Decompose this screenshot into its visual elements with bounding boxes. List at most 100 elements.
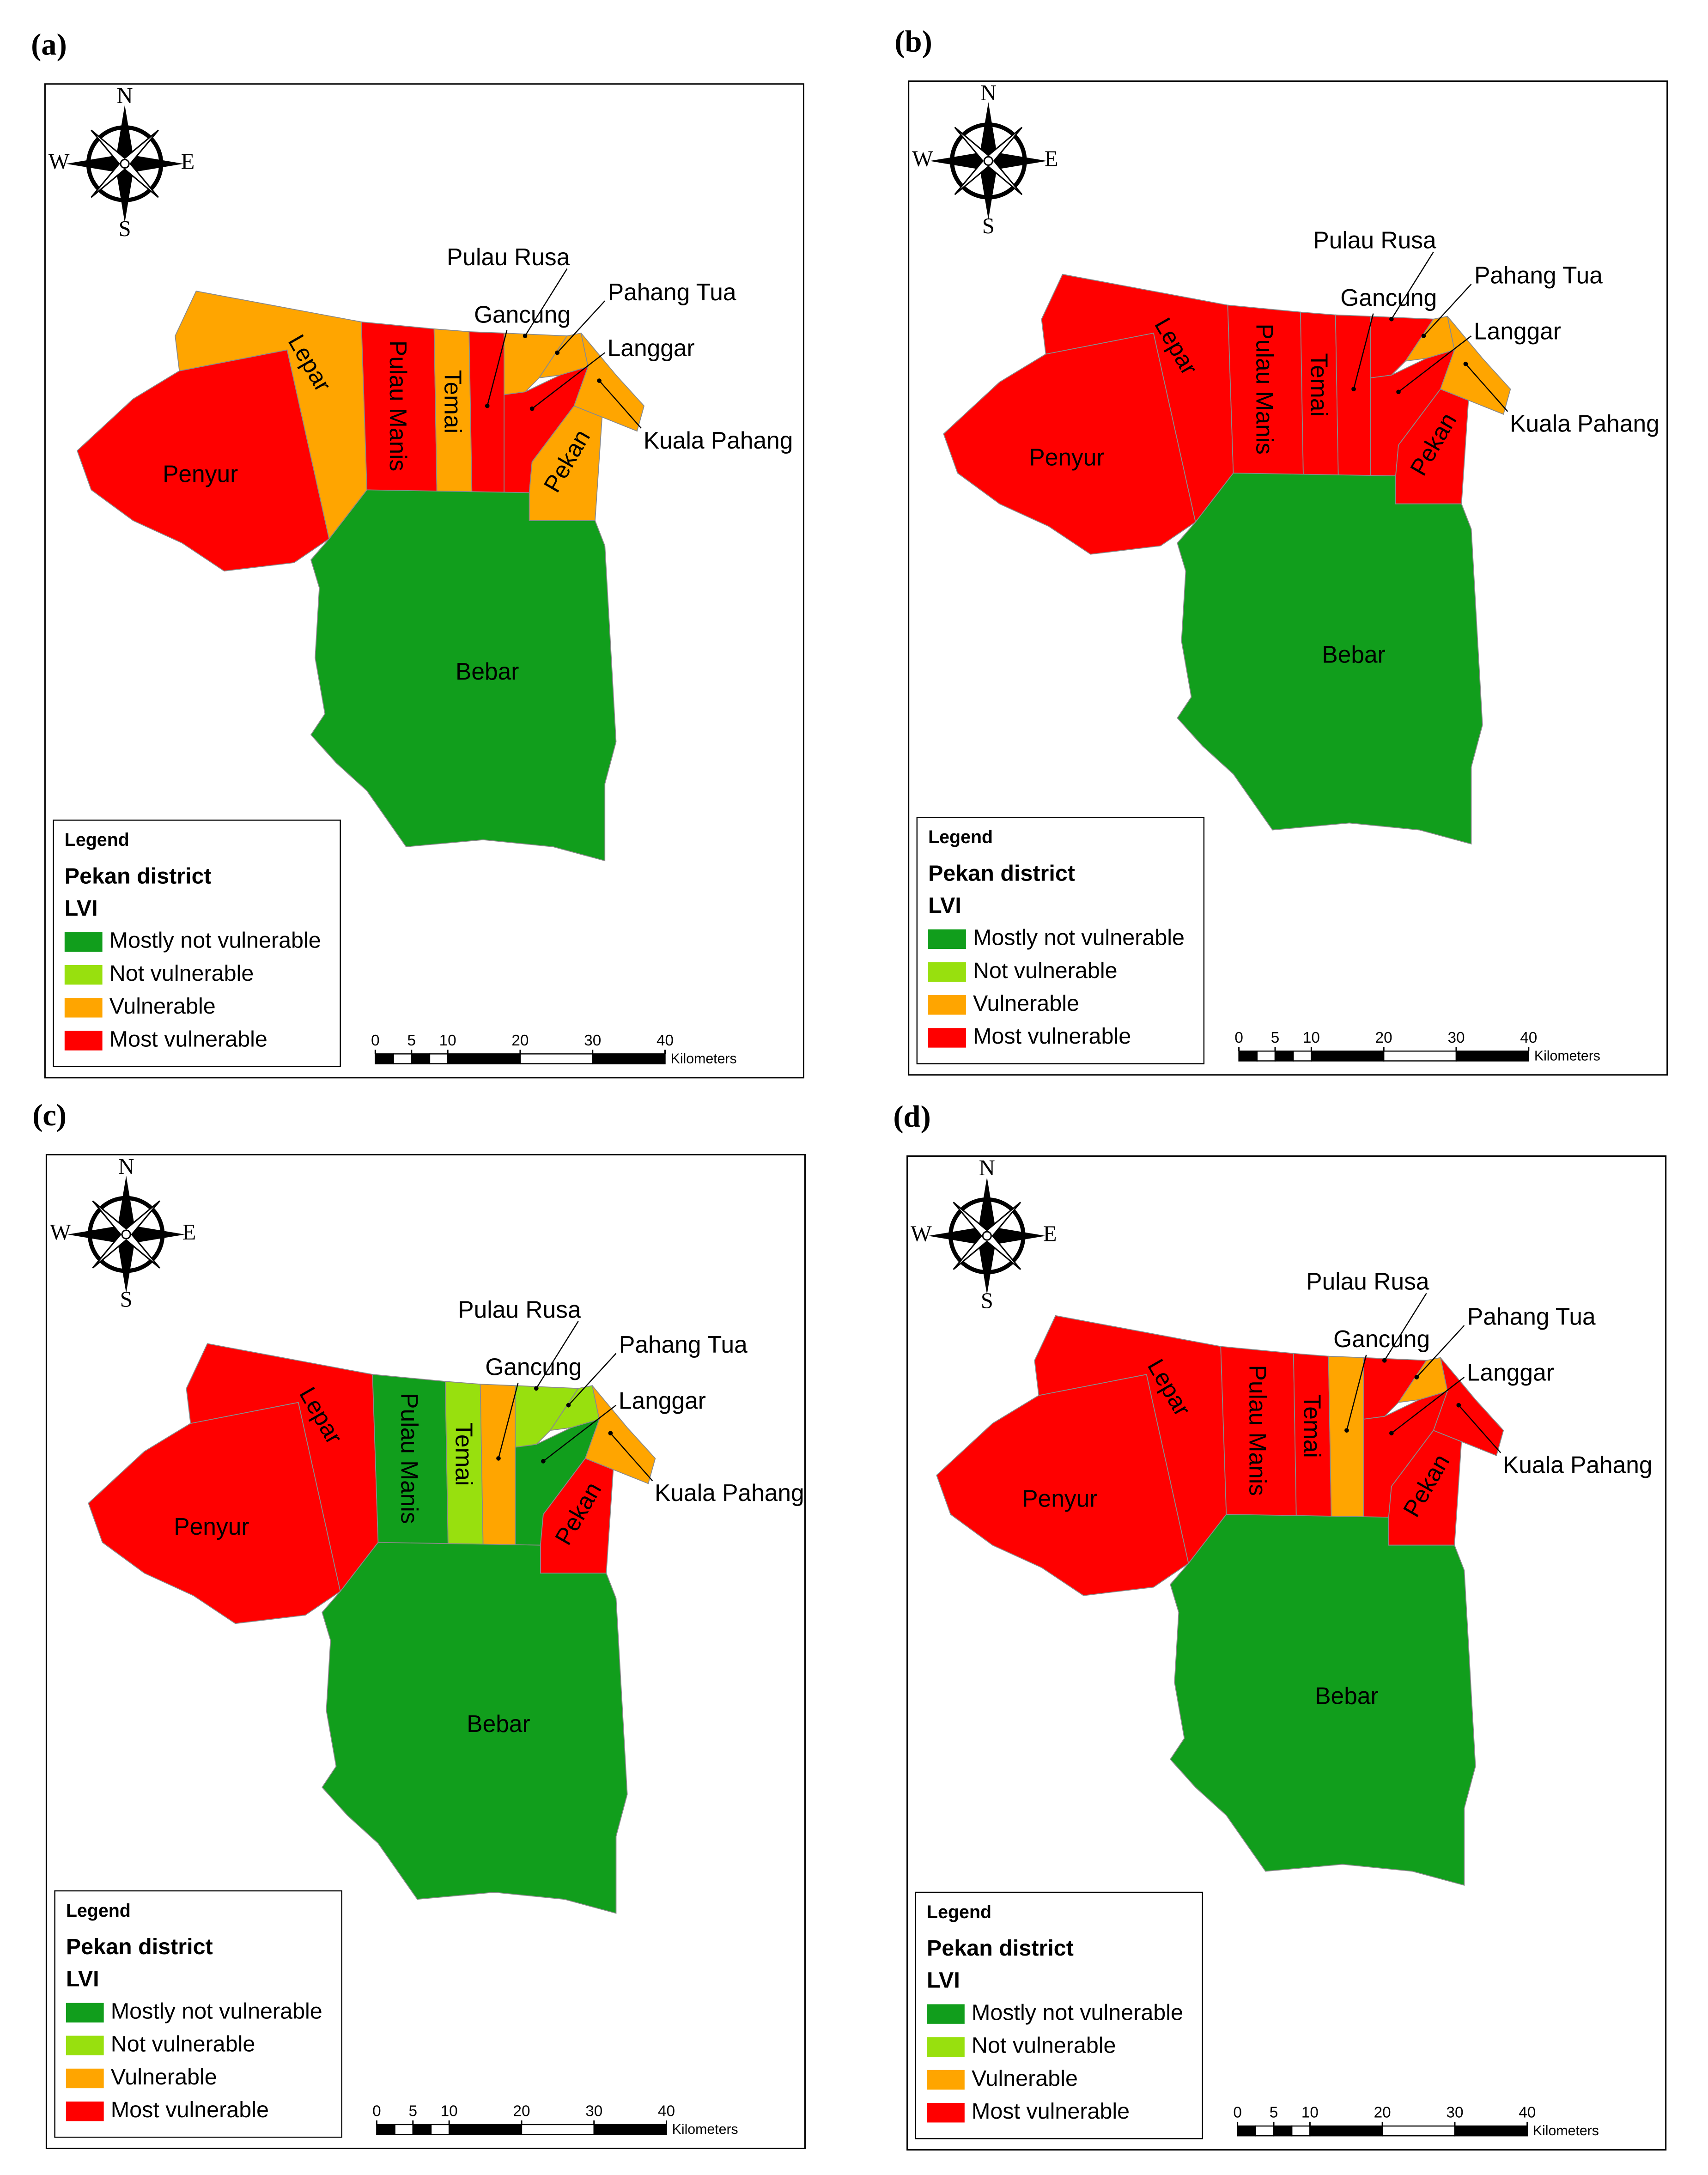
panel-label: (b) xyxy=(894,25,932,59)
scale-segment xyxy=(1237,2125,1257,2137)
legend-box xyxy=(916,817,1205,1064)
region-label: Temai xyxy=(439,370,466,433)
compass-letter: N xyxy=(980,81,997,105)
leader-line xyxy=(486,330,508,406)
leader-dot xyxy=(597,378,602,383)
compass-letter: E xyxy=(181,150,195,174)
legend-label: Most vulnerable xyxy=(972,2099,1130,2124)
scale-segment xyxy=(375,1053,394,1064)
region-label: Pulau Manis xyxy=(396,1393,423,1524)
legend-label: Not vulnerable xyxy=(109,961,254,986)
region-label: Gancung xyxy=(1333,1325,1430,1352)
region-label: Pulau Manis xyxy=(1244,1365,1271,1496)
legend-field: LVI xyxy=(927,1968,960,1993)
region-label: Pahang Tua xyxy=(1474,261,1603,288)
scale-segment xyxy=(430,2124,450,2135)
region-label: Gancung xyxy=(1340,284,1437,311)
region-label: Langgar xyxy=(619,1387,706,1414)
scale-segment xyxy=(394,2124,414,2135)
scale-label: 30 xyxy=(1446,2104,1463,2121)
legend-field: LVI xyxy=(65,896,98,921)
region xyxy=(1170,1514,1476,1886)
legend-label: Vulnerable xyxy=(972,2066,1078,2091)
scale-segment xyxy=(1454,2125,1528,2137)
scale-label: 20 xyxy=(513,2102,530,2120)
scale-segment xyxy=(1293,1051,1312,1062)
region-label: Langgar xyxy=(608,334,695,361)
region-label: Penyur xyxy=(1022,1485,1097,1512)
leader-dot xyxy=(496,1456,501,1461)
region xyxy=(504,333,568,395)
scale-unit: Kilometers xyxy=(672,2122,738,2137)
leader-line xyxy=(1458,1404,1501,1453)
legend-swatch xyxy=(927,2037,965,2057)
region-label: Kuala Pahang xyxy=(655,1479,804,1506)
region xyxy=(1177,473,1483,845)
scale-label: 20 xyxy=(1375,1029,1392,1046)
scale-label: 30 xyxy=(1447,1029,1465,1046)
legend-label: Mostly not vulnerable xyxy=(111,1999,322,2023)
region xyxy=(322,1542,628,1914)
leader-dot xyxy=(1414,1375,1419,1379)
scale-segment xyxy=(447,1053,521,1064)
legend-label: Most vulnerable xyxy=(111,2097,269,2122)
legend-label: Mostly not vulnerable xyxy=(109,928,321,953)
region xyxy=(1433,1357,1504,1457)
region-label: Penyur xyxy=(1029,444,1104,470)
region xyxy=(515,1385,579,1448)
region-label: Gancung xyxy=(474,301,571,328)
leader-dot xyxy=(1344,1428,1349,1433)
region xyxy=(1370,316,1434,379)
legend-field: LVI xyxy=(66,1967,99,1992)
legend-title: Legend xyxy=(66,1901,131,1921)
leader-dot xyxy=(1421,334,1426,338)
scale-label: 40 xyxy=(1519,2104,1536,2121)
leader-dot xyxy=(541,1459,546,1464)
compass-center xyxy=(983,156,993,166)
legend-label: Mostly not vulnerable xyxy=(972,2000,1183,2025)
scale-label: 0 xyxy=(1234,1029,1243,1046)
legend-swatch xyxy=(66,2101,104,2121)
legend-title: Legend xyxy=(927,1902,991,1922)
legend-title: Legend xyxy=(928,827,993,847)
compass-letter: E xyxy=(1043,1221,1057,1246)
region-label: Temai xyxy=(1306,353,1333,416)
scale-label: 40 xyxy=(658,2102,675,2120)
region-label: Penyur xyxy=(163,461,238,487)
legend-label: Vulnerable xyxy=(111,2065,217,2090)
legend-label: Not vulnerable xyxy=(111,2032,255,2057)
scale-unit: Kilometers xyxy=(1533,2123,1599,2139)
region-label: Kuala Pahang xyxy=(1503,1452,1653,1478)
region-label: Kuala Pahang xyxy=(644,427,793,454)
leader-line xyxy=(599,380,642,429)
scale-label: 40 xyxy=(656,1032,674,1049)
leader-line xyxy=(543,1404,617,1462)
panel-label: (c) xyxy=(32,1099,67,1132)
scale-label: 30 xyxy=(585,2102,602,2120)
leader-dot xyxy=(608,1431,613,1436)
region-label: Pulau Rusa xyxy=(447,243,570,270)
compass-letter: S xyxy=(981,1289,993,1313)
region xyxy=(584,1385,656,1484)
legend-label: Not vulnerable xyxy=(973,958,1118,983)
region-label: Langgar xyxy=(1467,1359,1554,1386)
region xyxy=(480,1384,516,1546)
compass-center xyxy=(120,158,130,169)
region-label: Langgar xyxy=(1474,318,1561,345)
region-label: Gancung xyxy=(485,1354,582,1380)
scale-label: 10 xyxy=(439,1032,456,1049)
leader-dot xyxy=(1463,361,1468,366)
legend-label: Not vulnerable xyxy=(972,2033,1116,2058)
leader-dot xyxy=(1351,387,1356,392)
scale-unit: Kilometers xyxy=(1534,1048,1600,1063)
leader-dot xyxy=(555,350,560,355)
legend-swatch xyxy=(927,2004,965,2024)
scale-segment xyxy=(1273,2125,1293,2137)
scale-label: 0 xyxy=(1233,2104,1242,2121)
leader-dot xyxy=(1396,389,1401,395)
scale-segment xyxy=(519,1053,593,1064)
